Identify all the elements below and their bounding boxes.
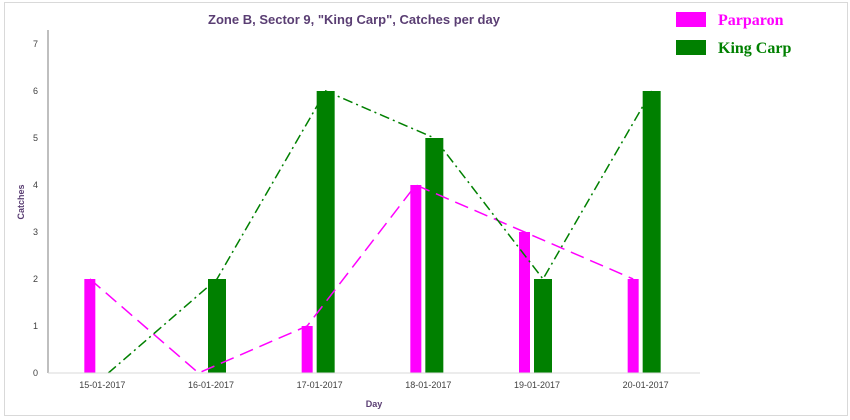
x-tick-label: 20-01-2017 xyxy=(623,380,669,390)
bar-king-carp xyxy=(208,279,226,373)
bar-king-carp xyxy=(534,279,552,373)
y-tick-label: 2 xyxy=(33,274,38,284)
y-tick-label: 5 xyxy=(33,133,38,143)
x-axis-ticks: 15-01-2017 16-01-2017 17-01-2017 18-01-2017… xyxy=(79,380,668,390)
line-parparon xyxy=(89,184,634,374)
bar-parparon xyxy=(519,232,530,373)
x-tick-label: 17-01-2017 xyxy=(297,380,343,390)
y-tick-label: 7 xyxy=(33,39,38,49)
bar-parparon xyxy=(627,279,639,373)
bar-king-carp xyxy=(642,91,661,373)
chart-frame xyxy=(4,2,848,416)
x-tick-label: 19-01-2017 xyxy=(514,380,560,390)
chart-title: Zone B, Sector 9, "King Carp", Catches p… xyxy=(208,12,501,27)
x-tick-label: 18-01-2017 xyxy=(405,380,451,390)
line-king-carp xyxy=(107,90,653,374)
axes xyxy=(47,30,700,374)
y-tick-label: 6 xyxy=(33,86,38,96)
y-axis-title: Catches xyxy=(16,184,26,219)
x-axis-title: Day xyxy=(366,399,383,409)
bar-parparon xyxy=(84,279,96,373)
legend-swatch xyxy=(676,40,706,55)
legend-label: Parparon xyxy=(718,12,784,29)
bar-group xyxy=(84,91,661,373)
y-tick-label: 0 xyxy=(33,368,38,378)
line-group xyxy=(89,90,653,374)
bar-parparon xyxy=(301,326,313,373)
y-tick-label: 3 xyxy=(33,227,38,237)
legend: Parparon King Carp xyxy=(676,12,791,57)
y-tick-label: 4 xyxy=(33,180,38,190)
legend-label: King Carp xyxy=(718,40,791,57)
y-tick-label: 1 xyxy=(33,321,38,331)
x-tick-label: 16-01-2017 xyxy=(188,380,234,390)
y-axis-ticks: 0 1 2 3 4 5 6 7 xyxy=(33,39,38,378)
bar-king-carp xyxy=(316,91,335,373)
legend-swatch xyxy=(676,12,706,27)
bar-king-carp xyxy=(425,138,444,373)
x-tick-label: 15-01-2017 xyxy=(79,380,125,390)
bar-parparon xyxy=(410,185,422,373)
